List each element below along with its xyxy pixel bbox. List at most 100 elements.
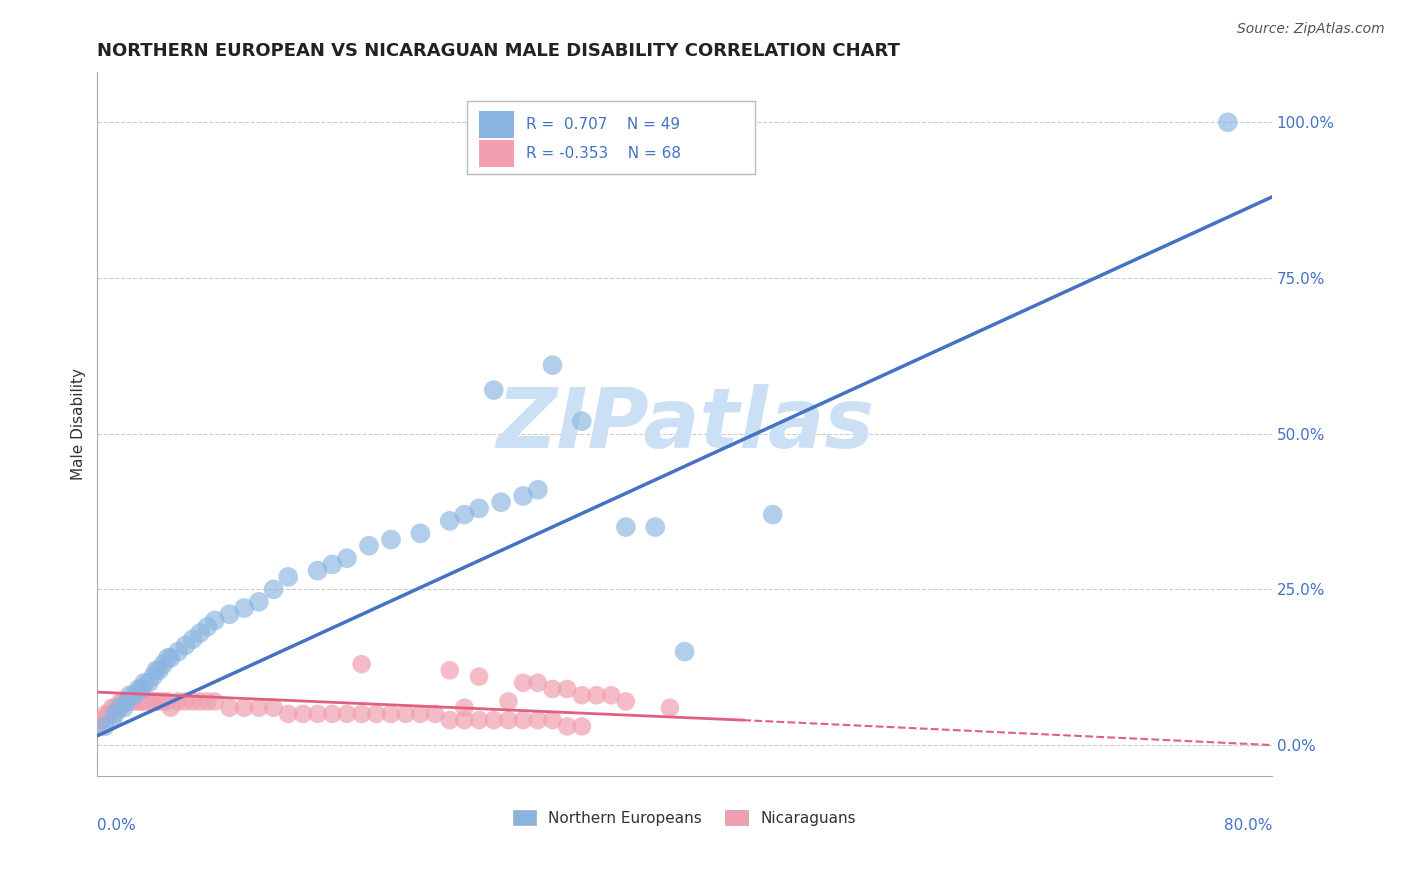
Point (218, 607, 240, 622)
Point (174, 694, 197, 708)
Point (439, 514, 461, 528)
Point (277, 570, 299, 584)
Point (127, 694, 149, 708)
Point (101, 713, 124, 727)
Point (307, 564, 329, 578)
Point (489, 495, 512, 509)
Point (498, 713, 520, 727)
Point (512, 489, 534, 503)
Point (336, 706, 359, 721)
Point (336, 551, 359, 566)
Point (112, 700, 135, 714)
Point (152, 694, 174, 708)
Point (571, 719, 593, 733)
Point (512, 675, 534, 690)
Point (91, 713, 114, 727)
Point (98, 706, 121, 721)
Point (93, 719, 115, 733)
Point (181, 632, 204, 647)
Point (152, 657, 174, 671)
Point (131, 681, 153, 696)
Point (453, 713, 475, 727)
Point (145, 694, 167, 708)
Text: NORTHERN EUROPEAN VS NICARAGUAN MALE DISABILITY CORRELATION CHART: NORTHERN EUROPEAN VS NICARAGUAN MALE DIS… (97, 42, 900, 60)
Point (181, 694, 204, 708)
Point (541, 713, 564, 727)
Text: 80.0%: 80.0% (1223, 819, 1272, 833)
Point (167, 645, 190, 659)
Point (138, 694, 160, 708)
Point (527, 713, 550, 727)
Text: ZIPatlas: ZIPatlas (496, 384, 873, 465)
Point (614, 520, 637, 534)
Point (263, 700, 285, 714)
Point (350, 657, 373, 671)
Point (188, 626, 211, 640)
FancyBboxPatch shape (479, 111, 515, 137)
Point (101, 700, 124, 714)
Point (395, 706, 418, 721)
Point (366, 706, 388, 721)
Point (673, 645, 696, 659)
Point (247, 700, 270, 714)
Point (498, 694, 520, 708)
Point (541, 681, 564, 696)
Point (614, 694, 637, 708)
Point (148, 663, 170, 677)
Point (644, 520, 666, 534)
Point (571, 688, 593, 702)
Point (468, 501, 491, 516)
Text: 0.0%: 0.0% (97, 819, 136, 833)
Point (291, 706, 314, 721)
Point (762, 508, 785, 522)
Point (439, 713, 461, 727)
Point (307, 706, 329, 721)
Point (134, 675, 156, 690)
Point (138, 675, 160, 690)
Point (115, 694, 138, 708)
Point (468, 669, 491, 683)
Point (321, 558, 343, 572)
Point (188, 694, 211, 708)
Point (453, 508, 475, 522)
Point (104, 706, 127, 721)
Text: R =  0.707    N = 49: R = 0.707 N = 49 (526, 117, 681, 132)
Point (174, 639, 197, 653)
Point (321, 706, 343, 721)
Point (555, 719, 578, 733)
Point (127, 681, 149, 696)
Point (134, 694, 156, 708)
Point (555, 681, 578, 696)
Point (96, 706, 118, 721)
Point (482, 383, 505, 397)
Point (204, 694, 226, 708)
Point (108, 700, 131, 714)
Point (107, 700, 129, 714)
Point (527, 483, 550, 497)
Y-axis label: Male Disability: Male Disability (72, 368, 86, 480)
Point (156, 694, 179, 708)
Point (409, 526, 432, 541)
Point (439, 663, 461, 677)
Point (118, 694, 141, 708)
Point (115, 694, 138, 708)
Point (204, 614, 226, 628)
Point (122, 688, 145, 702)
FancyBboxPatch shape (467, 101, 755, 175)
Point (86, 719, 108, 733)
Point (658, 700, 681, 714)
Point (197, 694, 219, 708)
Point (218, 700, 240, 714)
Point (585, 688, 607, 702)
Point (541, 358, 564, 372)
Point (148, 694, 170, 708)
Point (104, 700, 127, 714)
Point (247, 595, 270, 609)
Point (159, 700, 181, 714)
Point (571, 414, 593, 428)
Point (453, 700, 475, 714)
Point (122, 694, 145, 708)
FancyBboxPatch shape (479, 140, 515, 167)
Point (142, 669, 165, 683)
Point (527, 675, 550, 690)
